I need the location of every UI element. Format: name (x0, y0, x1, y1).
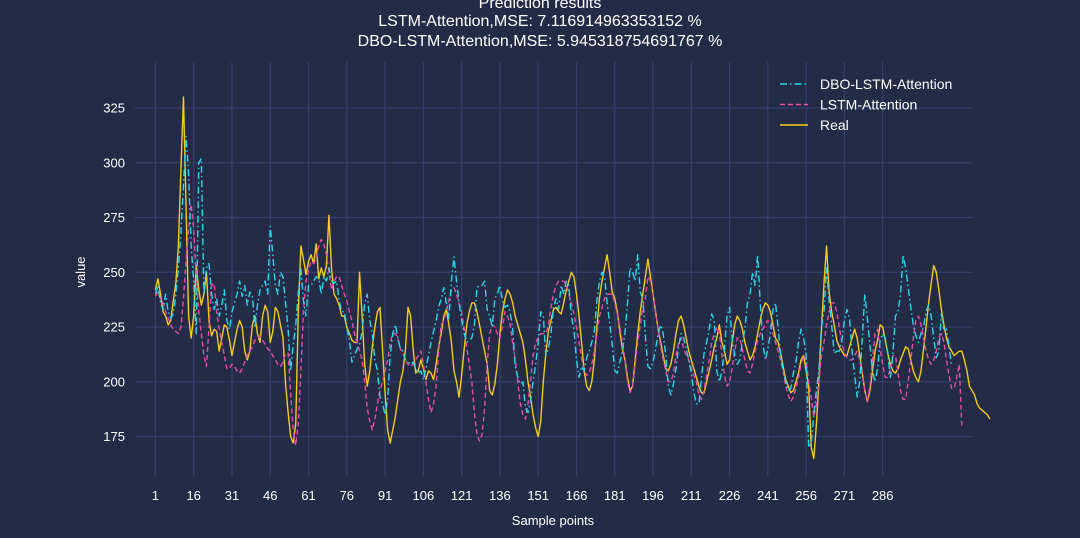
x-tick-label: 286 (872, 488, 894, 503)
x-tick-label: 61 (301, 488, 315, 503)
legend: DBO-LSTM-Attention LSTM-Attention Real (780, 76, 952, 133)
x-tick-label: 16 (186, 488, 200, 503)
legend-label: LSTM-Attention (820, 97, 917, 113)
x-tick-label: 196 (642, 488, 664, 503)
series-line-lstm-attention (154, 203, 963, 447)
x-tick-label: 271 (834, 488, 856, 503)
x-tick-label: 1 (152, 488, 159, 503)
x-tick-label: 76 (340, 488, 354, 503)
chart-title: Prediction results (478, 0, 602, 12)
y-tick-label: 200 (103, 374, 125, 389)
x-tick-label: 151 (527, 488, 549, 503)
y-tick-label: 325 (103, 101, 125, 116)
x-tick-label: 136 (489, 488, 511, 503)
chart-subtitle-dbo-mse: DBO-LSTM-Attention,MSE: 5.94531875469176… (357, 33, 723, 50)
y-tick-label: 225 (103, 320, 125, 335)
series-line-dbo-lstm-attention (154, 135, 953, 449)
x-tick-label: 181 (604, 488, 626, 503)
x-tick-label: 241 (757, 488, 779, 503)
x-tick-label: 31 (225, 488, 239, 503)
x-tick-label: 46 (263, 488, 277, 503)
series-line-real (154, 96, 991, 460)
y-tick-label: 300 (103, 155, 125, 170)
legend-label: Real (820, 117, 849, 133)
y-tick-label: 275 (103, 210, 125, 225)
x-tick-label: 226 (719, 488, 741, 503)
x-tick-label: 211 (681, 488, 702, 503)
x-tick-label: 91 (378, 488, 392, 503)
x-tick-label: 166 (566, 488, 588, 503)
y-axis-label: value (73, 256, 88, 287)
x-axis-label: Sample points (512, 513, 595, 528)
legend-label: DBO-LSTM-Attention (820, 76, 952, 92)
chart-subtitle-lstm-mse: LSTM-Attention,MSE: 7.116914963353152 % (378, 13, 702, 30)
y-tick-label: 250 (103, 265, 125, 280)
x-tick-label: 121 (451, 488, 473, 503)
x-tick-label: 256 (795, 488, 817, 503)
x-tick-label: 106 (413, 488, 435, 503)
y-tick-label: 175 (103, 429, 125, 444)
